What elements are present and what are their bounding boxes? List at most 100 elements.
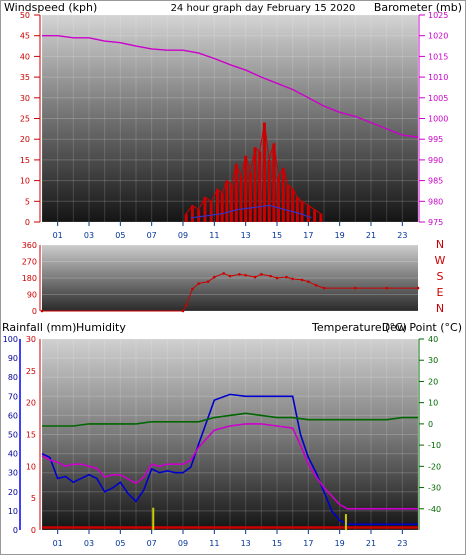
windspeed-bar: [248, 172, 252, 222]
humidity-tick-label: 40: [8, 450, 18, 459]
windspeed-bar: [220, 193, 224, 222]
barometer-tick-label: 1020: [428, 32, 448, 41]
compass-letter: S: [437, 270, 444, 283]
windspeed-bar: [313, 209, 317, 222]
compass-letter: N: [436, 302, 444, 315]
rainfall-tick-label: 10: [26, 462, 36, 471]
windspeed-tick-label: 45: [20, 32, 30, 41]
humidity-tick-label: 0: [13, 526, 18, 535]
time-tick-label: 09: [178, 539, 188, 548]
time-tick-label: 01: [53, 231, 63, 240]
time-tick-label: 05: [115, 539, 125, 548]
windspeed-tick-label: 20: [20, 135, 30, 144]
temperature-tick-label: -30: [428, 484, 441, 493]
time-tick-label: 13: [241, 231, 251, 240]
time-tick-label: 13: [241, 539, 251, 548]
time-axis-ticks-top: 01 03 05 07 09 11 13 15 17 19 21 23: [53, 222, 407, 240]
temperature-tick-label: 0: [428, 420, 433, 429]
time-tick-label: 23: [397, 231, 407, 240]
windspeed-bar: [281, 168, 285, 222]
wind-direction-axis-ticks: 0 90 180 270 360: [22, 241, 41, 316]
compass-letter: W: [435, 254, 446, 267]
wind-baro-grid: [41, 14, 419, 223]
time-tick-label: 21: [366, 231, 376, 240]
humidity-tick-label: 20: [8, 488, 18, 497]
time-tick-label: 05: [115, 231, 125, 240]
humidity-tick-label: 30: [8, 469, 18, 478]
humidity-axis-ticks: 0 10 20 30 40 50 60 70 80 90 100: [3, 335, 21, 535]
wind-direction-panel: [42, 245, 418, 311]
windspeed-bar: [258, 151, 262, 222]
windspeed-bar: [272, 143, 276, 222]
windspeed-tick-label: 5: [25, 197, 30, 206]
time-tick-label: 19: [335, 231, 345, 240]
humidity-tick-label: 100: [3, 335, 18, 344]
compass-letter: N: [436, 238, 444, 251]
windspeed-line: [185, 122, 322, 215]
time-tick-label: 07: [147, 539, 157, 548]
windspeed-bar: [203, 197, 207, 222]
rainfall-tick-label: 15: [26, 431, 36, 440]
windspeed-bar: [267, 159, 271, 222]
temperature-tick-label: 40: [428, 335, 438, 344]
time-tick-label: 23: [397, 539, 407, 548]
barometer-tick-label: 990: [428, 156, 443, 165]
windspeed-bar: [291, 188, 295, 222]
time-tick-label: 17: [303, 539, 313, 548]
temperature-c-line: [42, 412, 418, 427]
temperature-tick-label: -40: [428, 505, 441, 514]
windspeed-bar: [209, 201, 213, 222]
rainfall-axis-ticks: 0 5 10 15 20 25 30: [26, 335, 41, 535]
time-tick-label: 03: [84, 231, 94, 240]
windspeed-axis-ticks: 0 5 10 15 20 25 30 35 40 45 50: [20, 11, 41, 227]
direction-tick-label: 0: [32, 307, 37, 316]
humidity-axis-label: Humidity: [76, 321, 126, 334]
windspeed-axis-label: Windspeed (kph): [4, 1, 97, 14]
humidity-tick-label: 70: [8, 392, 18, 401]
windspeed-tick-label: 50: [20, 11, 30, 20]
windspeed-bar: [286, 184, 290, 222]
windspeed-tick-label: 40: [20, 52, 30, 61]
direction-tick-label: 360: [22, 241, 37, 250]
windspeed-bar: [295, 197, 299, 222]
barometer-tick-label: 1005: [428, 94, 448, 103]
windspeed-bar: [306, 205, 310, 222]
windspeed-bar: [300, 201, 304, 222]
temperature-axis-label: Temperature (°C): [311, 321, 407, 334]
barometer-tick-label: 1025: [428, 11, 448, 20]
barometer-series: [42, 35, 419, 138]
temperature-tick-label: 30: [428, 356, 438, 365]
windspeed-bar: [225, 180, 229, 222]
windspeed-bar: [253, 147, 257, 222]
wind-average-line: [190, 204, 312, 219]
windspeed-tick-label: 0: [25, 218, 30, 227]
compass-letter: E: [437, 286, 444, 299]
time-tick-label: 15: [272, 539, 282, 548]
barometer-axis-ticks: 975 980 985 990 995 1000 1005 1010 1015 1020 1025: [418, 11, 448, 227]
direction-tick-label: 90: [27, 291, 37, 300]
windspeed-tick-label: 10: [20, 177, 30, 186]
windspeed-tick-label: 35: [20, 73, 30, 82]
windspeed-bar: [215, 188, 219, 222]
time-tick-label: 15: [272, 231, 282, 240]
time-tick-label: 17: [303, 231, 313, 240]
windspeed-bar: [262, 122, 266, 222]
barometer-tick-label: 1000: [428, 115, 448, 124]
windspeed-bar: [319, 213, 323, 222]
temperature-tick-label: 20: [428, 377, 438, 386]
wind-baro-panel: [42, 15, 418, 222]
temperature-tick-label: 10: [428, 399, 438, 408]
wind-direction-grid: [42, 244, 418, 312]
humidity-tick-label: 80: [8, 373, 18, 382]
windspeed-tick-label: 25: [20, 115, 30, 124]
rainfall-tick-label: 0: [31, 526, 36, 535]
time-tick-label: 09: [178, 231, 188, 240]
rain-humidity-temp-grid: [41, 338, 419, 531]
rainfall-tick-label: 5: [31, 494, 36, 503]
temperature-axis-ticks: -40 -30 -20 -10 0 10 20 30 40: [418, 335, 441, 530]
windspeed-bar: [239, 176, 243, 222]
windspeed-tick-label: 15: [20, 156, 30, 165]
windspeed-bar: [277, 176, 281, 222]
